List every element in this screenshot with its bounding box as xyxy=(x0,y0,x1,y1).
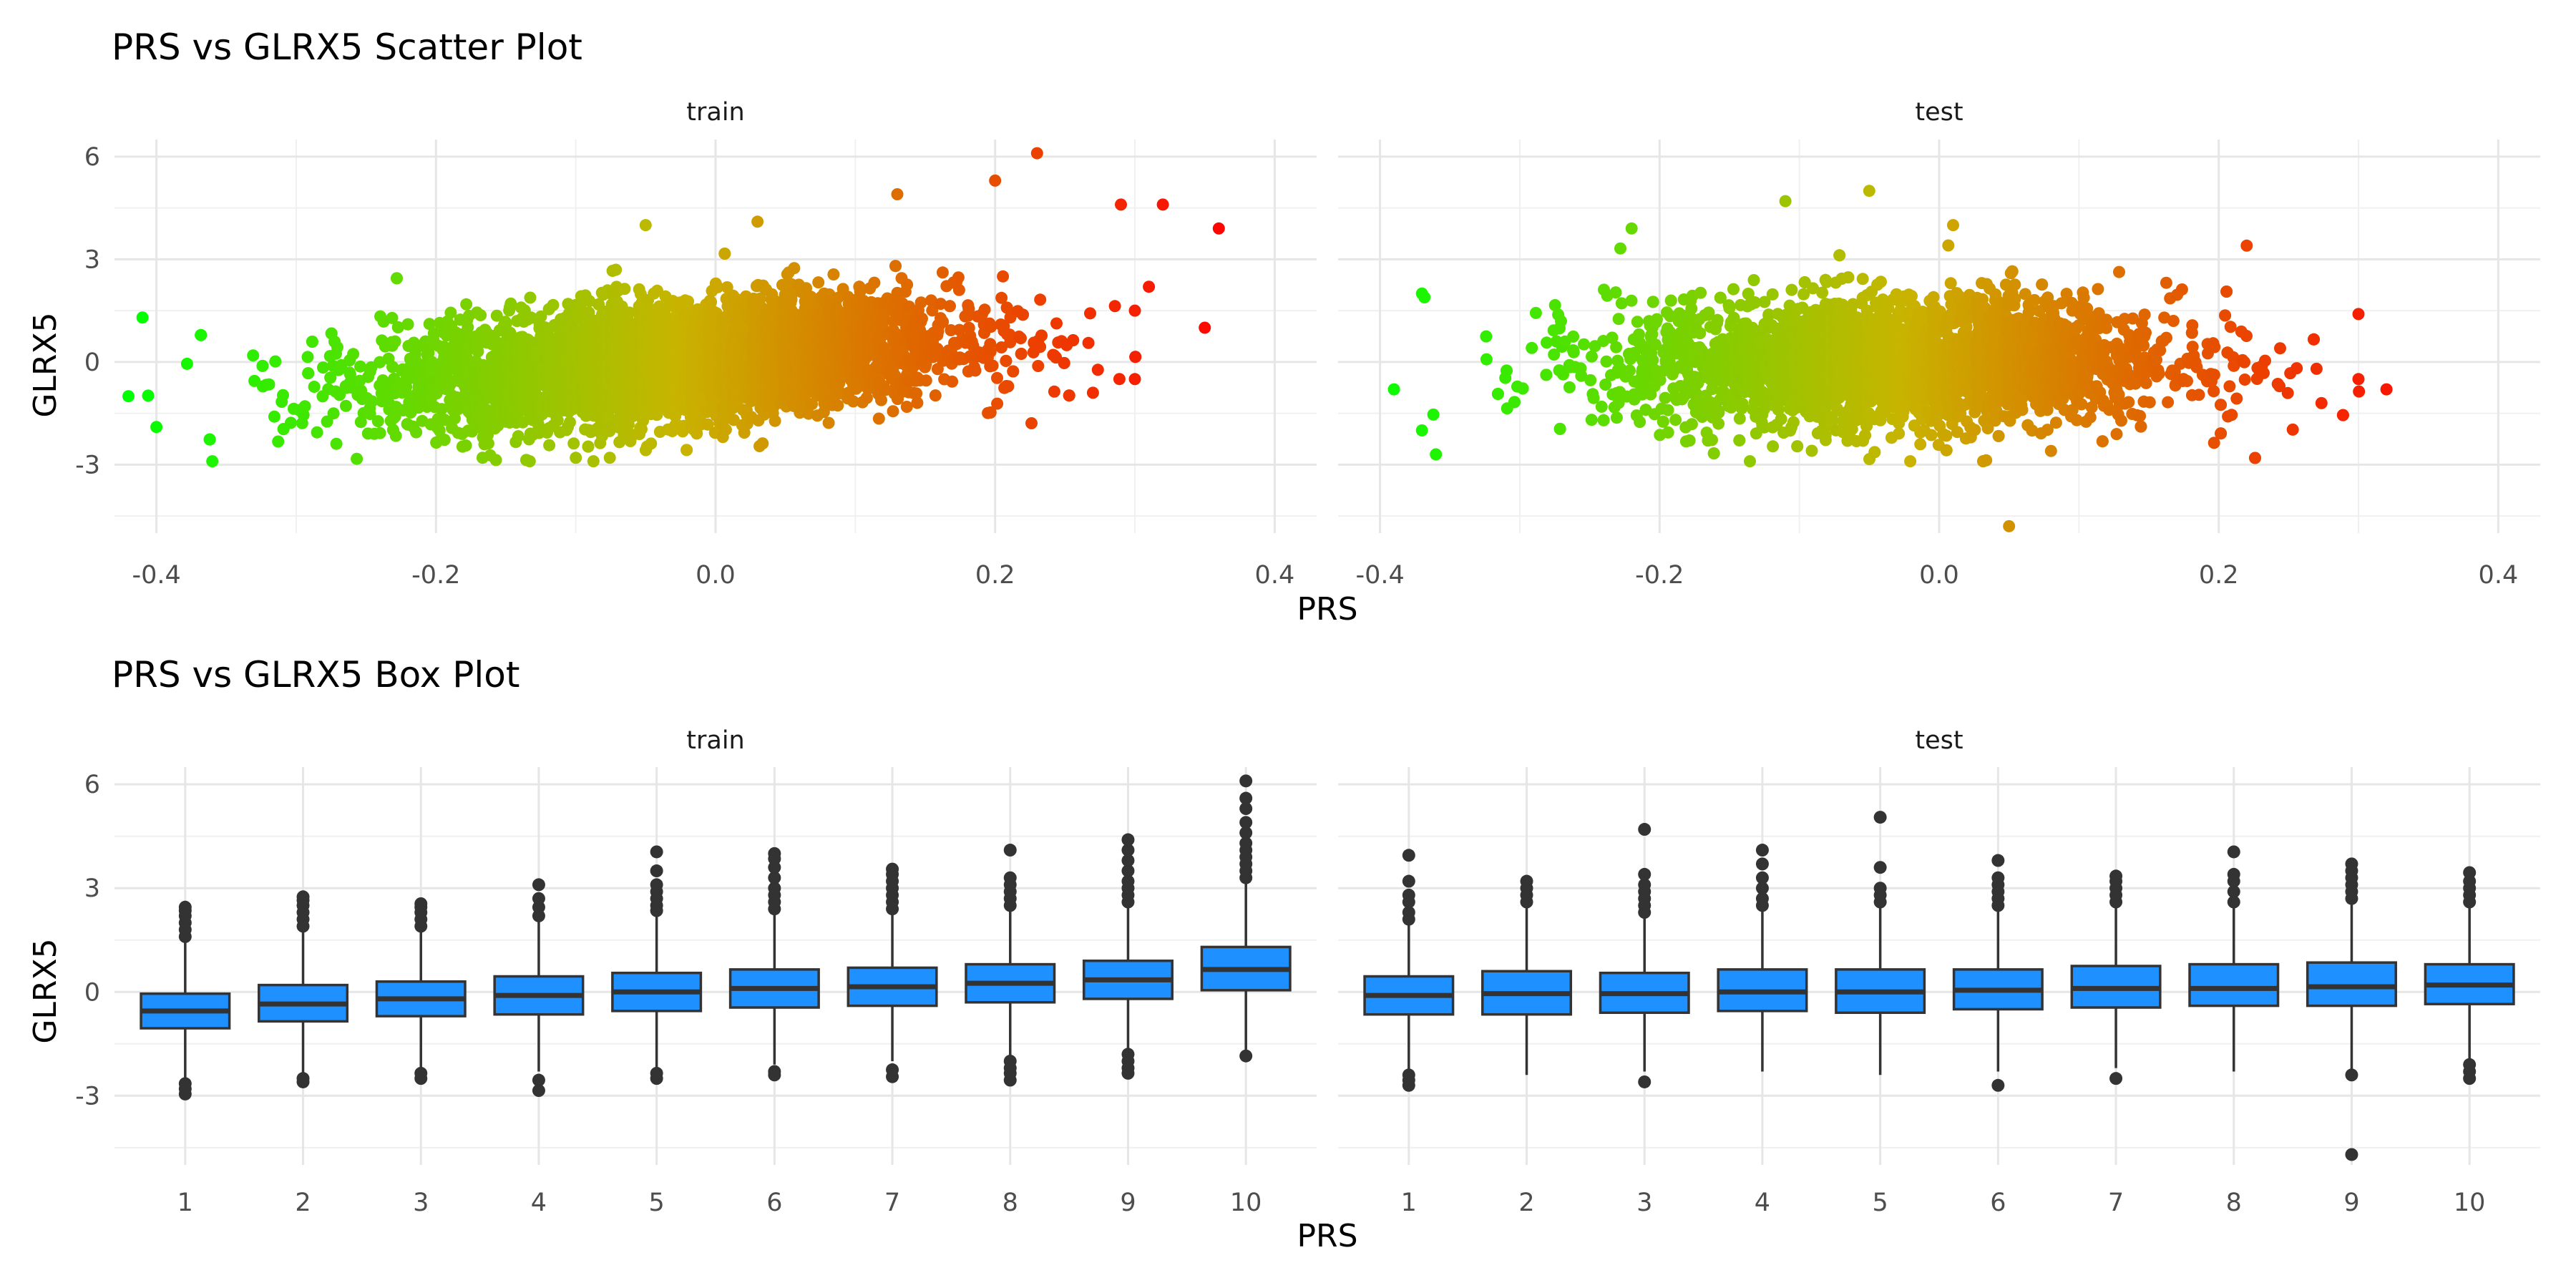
scatter-point xyxy=(889,260,902,273)
scatter-point xyxy=(618,283,631,296)
scatter-point xyxy=(331,341,343,353)
scatter-point xyxy=(822,416,835,429)
scatter-point xyxy=(523,455,536,468)
scatter-point xyxy=(354,360,366,373)
scatter-point xyxy=(551,414,564,426)
scatter-point xyxy=(567,437,580,450)
scatter-point xyxy=(269,355,282,368)
scatter-point xyxy=(298,400,311,413)
scatter-point xyxy=(583,295,596,308)
scatter-point xyxy=(831,399,844,412)
scatter-point xyxy=(435,403,448,416)
scatter-point xyxy=(449,412,461,425)
scatter-title: PRS vs GLRX5 Scatter Plot xyxy=(112,26,582,68)
scatter-point xyxy=(364,408,376,420)
scatter-point xyxy=(524,291,537,304)
scatter-point xyxy=(374,426,386,439)
scatter-point xyxy=(489,454,502,467)
scatter-point xyxy=(769,414,781,427)
scatter-point xyxy=(517,416,530,429)
scatter-point xyxy=(438,414,451,426)
scatter-point xyxy=(868,276,881,289)
scatter-point xyxy=(427,327,440,340)
scatter-point xyxy=(460,298,473,311)
scatter-point xyxy=(901,278,914,291)
scatter-point xyxy=(301,351,314,364)
scatter-point xyxy=(490,309,503,322)
scatter-point xyxy=(603,452,616,464)
scatter-point xyxy=(317,361,329,374)
scatter-point xyxy=(311,426,323,439)
scatter-point xyxy=(371,415,384,428)
scatter-point xyxy=(872,412,885,425)
scatter-point xyxy=(474,309,487,321)
scatter-point xyxy=(389,429,402,442)
scatter-point xyxy=(347,348,360,361)
scatter-point xyxy=(543,439,556,452)
scatter-point xyxy=(401,318,414,331)
scatter-point xyxy=(351,452,364,465)
scatter-point xyxy=(389,335,401,348)
scatter-point xyxy=(272,435,285,448)
scatter-point xyxy=(535,310,547,323)
scatter-points-train xyxy=(122,147,1225,468)
scatter-point xyxy=(504,326,517,339)
scatter-point xyxy=(247,349,260,362)
scatter-point xyxy=(142,389,155,402)
scatter-point xyxy=(343,368,356,381)
scatter-point xyxy=(410,426,423,439)
scatter-point xyxy=(308,381,321,393)
scatter-point xyxy=(444,306,457,319)
scatter-point xyxy=(330,437,343,450)
scatter-point xyxy=(302,367,315,380)
scatter-point xyxy=(680,444,693,457)
scatter-point xyxy=(277,389,289,401)
scatter-point xyxy=(719,424,732,436)
scatter-point xyxy=(386,361,399,374)
scatter-point xyxy=(339,399,352,412)
scatter-point xyxy=(327,407,340,420)
scatter-point xyxy=(391,321,404,333)
scatter-point xyxy=(547,298,560,311)
scatter-point xyxy=(587,455,600,468)
scatter-point xyxy=(785,293,798,306)
scatter-point xyxy=(195,328,208,341)
scatter-point xyxy=(263,378,275,391)
scatter-point xyxy=(321,415,333,428)
scatter-point xyxy=(285,416,297,429)
scatter-point xyxy=(180,357,193,370)
scatter-point xyxy=(718,248,731,260)
scatter-point xyxy=(366,395,379,408)
scatter-point xyxy=(887,405,899,418)
scatter-point xyxy=(268,410,280,423)
scatter-point xyxy=(324,371,337,384)
scatter-point xyxy=(504,297,517,310)
scatter-point xyxy=(472,345,484,358)
scatter-point xyxy=(827,268,840,280)
scatter-point xyxy=(563,416,576,429)
scatter-point xyxy=(788,262,801,275)
scatter-point xyxy=(256,359,269,372)
scatter-point xyxy=(459,439,472,452)
scatter-point xyxy=(482,437,494,450)
scatter-point xyxy=(386,311,399,324)
scatter-point xyxy=(423,318,436,331)
scatter-point xyxy=(203,433,216,446)
scatter-point xyxy=(391,272,403,285)
scatter-point xyxy=(756,437,769,450)
scatter-point xyxy=(438,434,451,447)
scatter-point xyxy=(306,336,318,348)
scatter-point xyxy=(812,276,825,289)
scatter-point xyxy=(582,440,595,453)
scatter-point xyxy=(610,263,623,276)
scatter-point xyxy=(462,321,474,333)
scatter-point xyxy=(512,430,525,443)
scatter-point xyxy=(525,311,538,324)
scatter-point xyxy=(900,401,913,413)
scatter-point xyxy=(645,437,658,450)
